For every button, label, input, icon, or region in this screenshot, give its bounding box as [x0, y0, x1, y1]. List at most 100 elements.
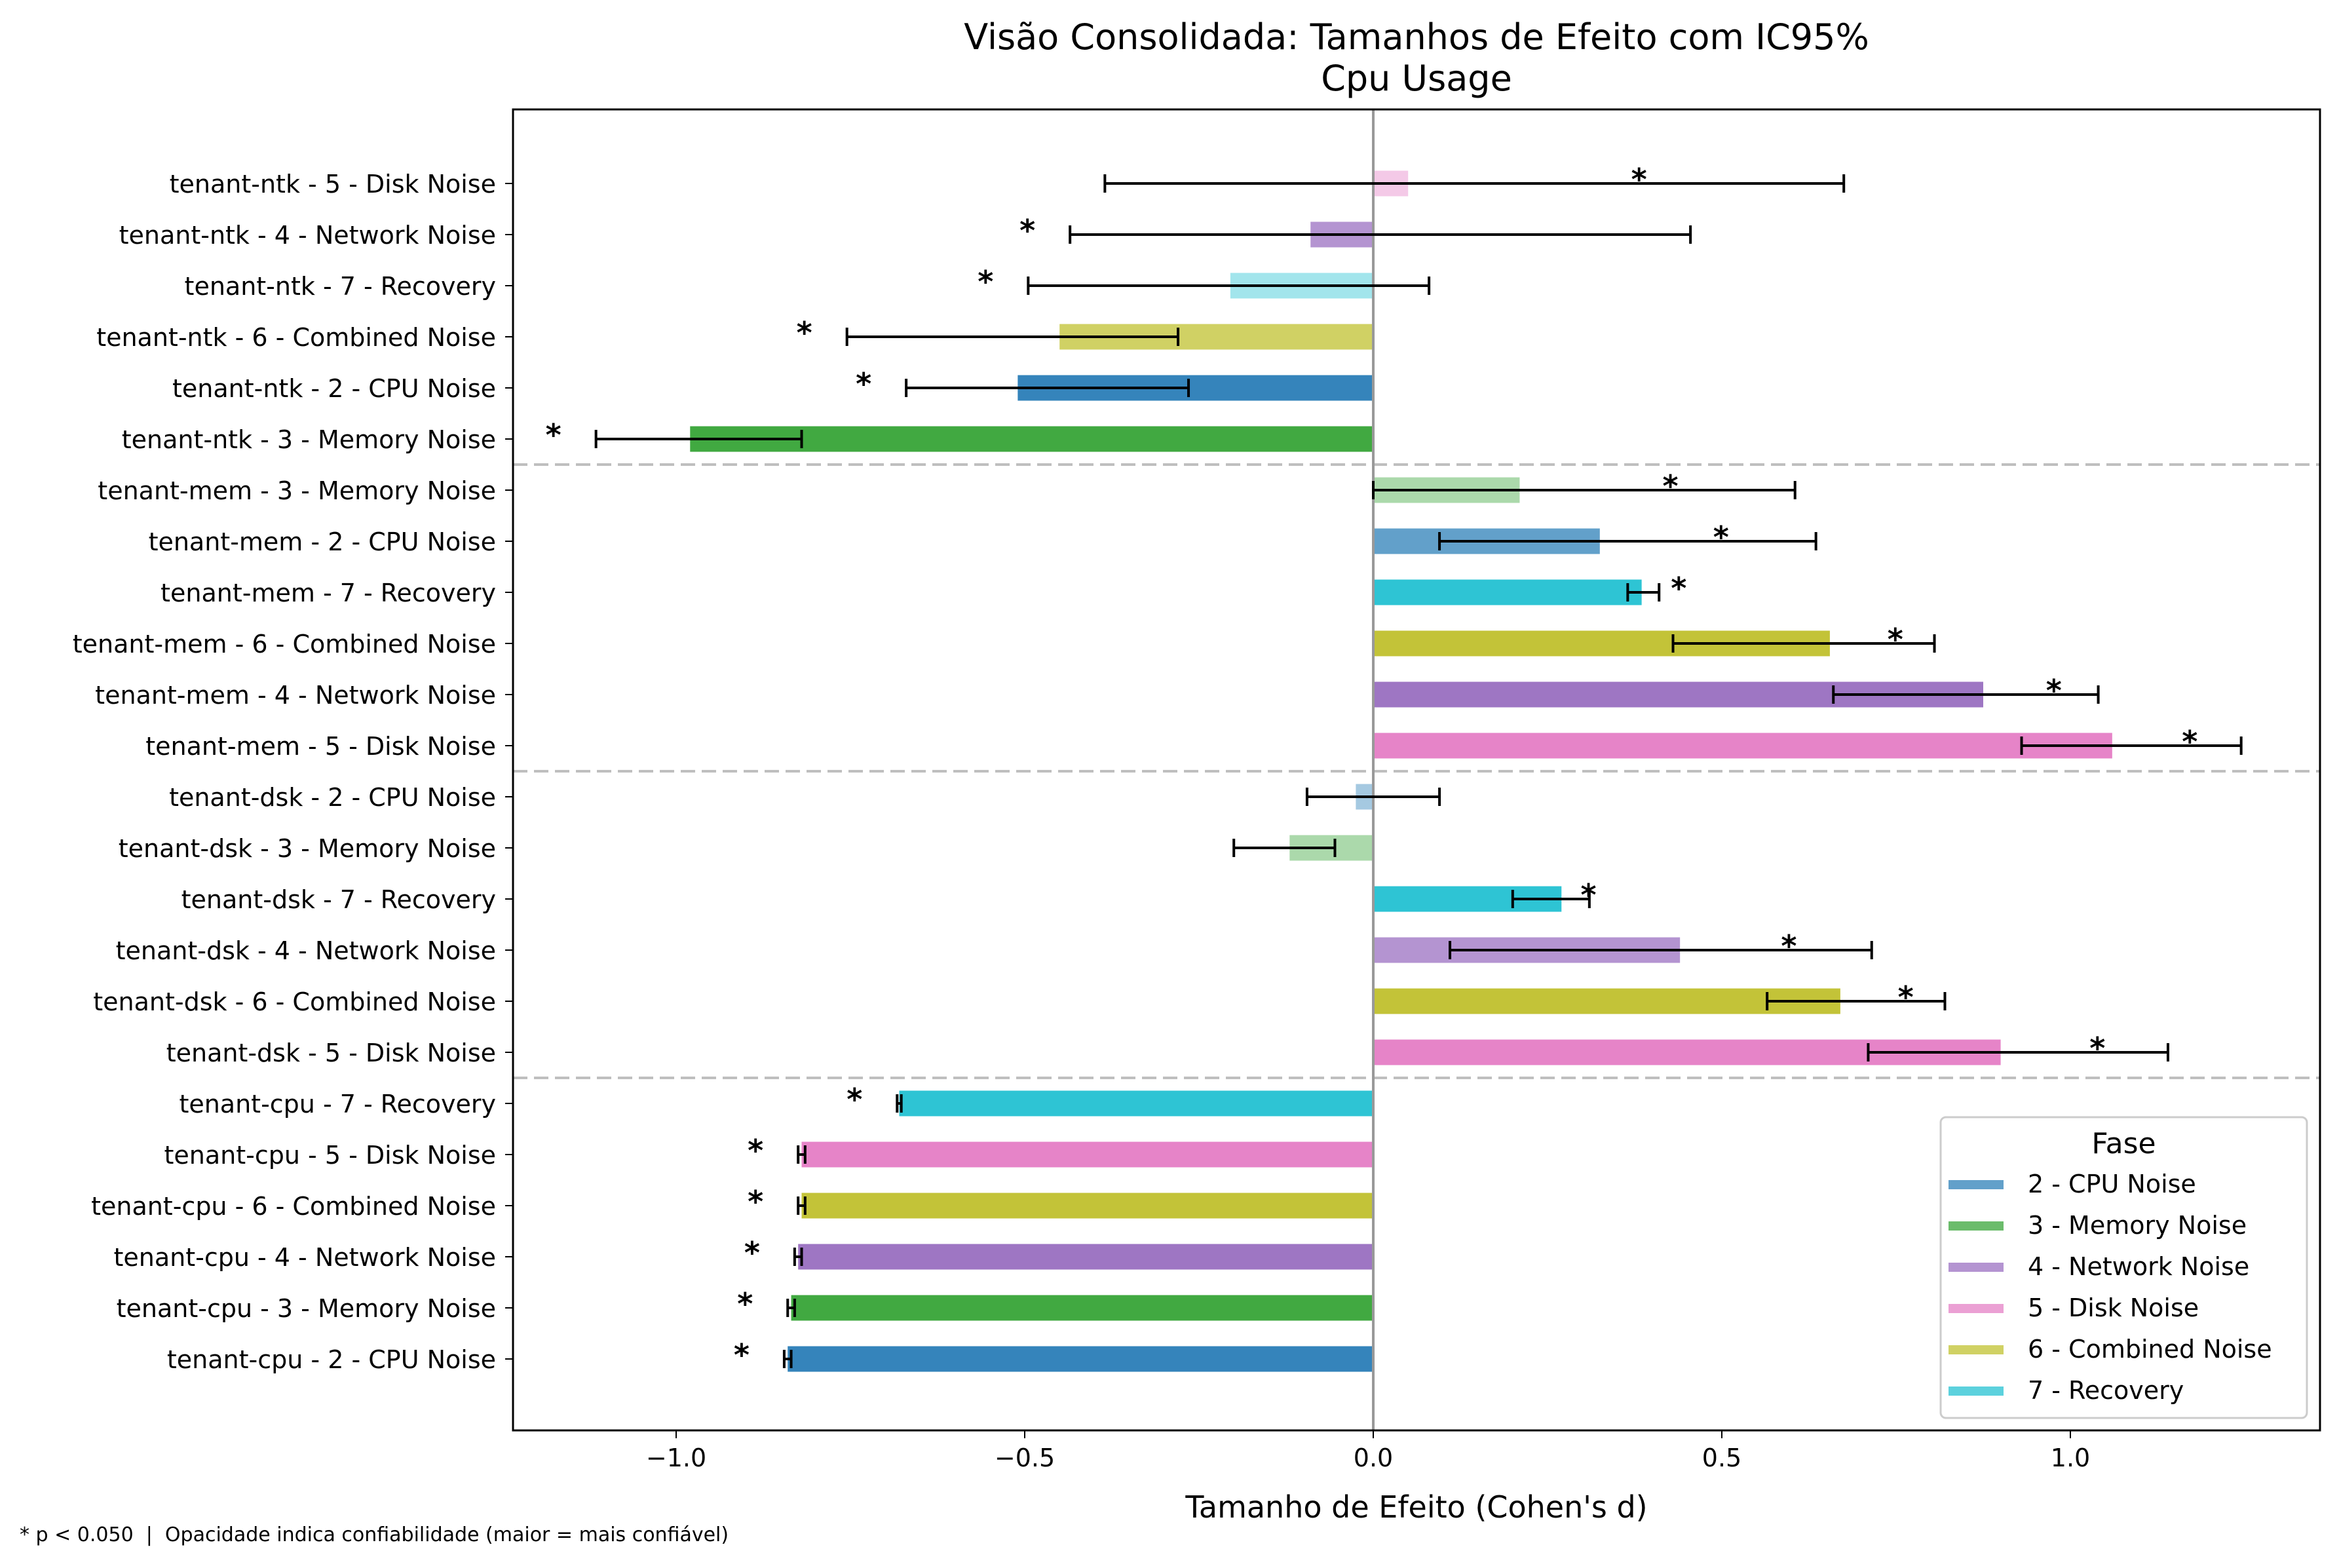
bar — [690, 426, 1373, 452]
error-bar — [1867, 1043, 2169, 1061]
error-bar — [1305, 788, 1441, 806]
y-tick-label: tenant-ntk - 3 - Memory Noise — [122, 425, 496, 454]
y-tick-label: tenant-ntk - 2 - CPU Noise — [172, 374, 496, 403]
legend-swatch — [1949, 1263, 2004, 1272]
legend-label: 3 - Memory Noise — [2028, 1211, 2247, 1240]
bar — [801, 1193, 1373, 1219]
significance-marker: * — [1663, 468, 1679, 504]
legend-label: 6 - Combined Noise — [2028, 1335, 2272, 1364]
footnote: * p < 0.050 | Opacidade indica confiabil… — [20, 1523, 729, 1546]
error-bar — [845, 328, 1180, 346]
legend-label: 4 - Network Noise — [2028, 1252, 2249, 1281]
y-tick-label: tenant-cpu - 3 - Memory Noise — [117, 1294, 496, 1323]
group-separators — [513, 463, 2320, 1079]
error-bar — [1511, 890, 1591, 908]
y-tick-label: tenant-dsk - 5 - Disk Noise — [166, 1039, 496, 1067]
significance-marker: * — [734, 1337, 750, 1373]
significance-marker: * — [797, 315, 812, 351]
y-tick-label: tenant-mem - 3 - Memory Noise — [98, 476, 496, 505]
error-bar — [782, 1350, 793, 1368]
x-axis: −1.0 −0.5 0.0 0.5 1.0 — [646, 1430, 2090, 1472]
legend-item: 6 - Combined Noise — [1949, 1335, 2272, 1364]
legend-item: 2 - CPU Noise — [1949, 1170, 2196, 1198]
bar — [798, 1244, 1373, 1270]
y-axis: tenant-cpu - 2 - CPU Noise tenant-cpu - 3… — [73, 170, 513, 1374]
y-tick-label: tenant-dsk - 7 - Recovery — [181, 885, 496, 914]
bar — [1373, 733, 2112, 759]
y-tick-label: tenant-cpu - 4 - Network Noise — [113, 1243, 496, 1272]
significance-marker: * — [1898, 980, 1914, 1015]
legend-swatch — [1949, 1304, 2004, 1313]
y-tick-label: tenant-dsk - 2 - CPU Noise — [169, 783, 496, 812]
x-tick-label: 0.0 — [1354, 1444, 1393, 1472]
error-bar — [594, 430, 803, 448]
error-bar — [797, 1196, 807, 1215]
legend-title: Fase — [2091, 1127, 2156, 1160]
bar — [788, 1346, 1373, 1372]
legend-label: 2 - CPU Noise — [2028, 1170, 2196, 1198]
significance-marker: * — [1781, 928, 1797, 964]
error-bar — [1449, 941, 1873, 959]
bar — [791, 1295, 1373, 1321]
x-tick-label: 0.5 — [1702, 1444, 1741, 1472]
significance-marker: * — [1713, 520, 1729, 555]
y-tick-label: tenant-cpu - 6 - Combined Noise — [91, 1192, 496, 1221]
significance-marker: * — [1631, 162, 1647, 197]
error-bar — [793, 1248, 803, 1266]
chart-subtitle: Cpu Usage — [1321, 58, 1512, 99]
error-bar — [1372, 481, 1797, 499]
error-bar — [1832, 685, 2100, 704]
error-bar — [1103, 174, 1846, 193]
significance-marker: * — [1671, 571, 1686, 606]
y-tick-label: tenant-dsk - 3 - Memory Noise — [119, 834, 496, 863]
legend-swatch — [1949, 1221, 2004, 1231]
y-tick-label: tenant-cpu - 2 - CPU Noise — [167, 1345, 496, 1374]
significance-layer: * * * * * * * * * * * * * * * * * * * * * * — [546, 162, 2198, 1373]
legend-swatch — [1949, 1386, 2004, 1396]
significance-marker: * — [2182, 724, 2197, 759]
legend-label: 5 - Disk Noise — [2028, 1293, 2199, 1322]
y-tick-label: tenant-cpu - 7 - Recovery — [179, 1090, 496, 1119]
error-bar — [905, 379, 1190, 397]
significance-marker: * — [546, 417, 561, 453]
error-bar — [786, 1299, 796, 1317]
y-tick-label: tenant-mem - 4 - Network Noise — [95, 681, 496, 710]
error-bar — [2020, 736, 2243, 755]
y-tick-label: tenant-ntk - 7 - Recovery — [185, 272, 496, 301]
significance-marker: * — [2089, 1031, 2105, 1066]
y-tick-label: tenant-ntk - 6 - Combined Noise — [96, 323, 496, 352]
chart-title: Visão Consolidada: Tamanhos de Efeito co… — [964, 16, 1869, 58]
error-bar — [896, 1094, 903, 1113]
legend-item: 5 - Disk Noise — [1949, 1293, 2199, 1322]
legend-label: 7 - Recovery — [2028, 1376, 2184, 1405]
legend-item: 7 - Recovery — [1949, 1376, 2184, 1405]
error-bar — [797, 1145, 807, 1164]
significance-marker: * — [744, 1235, 760, 1271]
y-tick-label: tenant-mem - 2 - CPU Noise — [149, 527, 496, 556]
x-axis-label: Tamanho de Efeito (Cohen's d) — [1185, 1489, 1647, 1525]
y-tick-label: tenant-cpu - 5 - Disk Noise — [164, 1141, 496, 1170]
bars-layer — [690, 170, 2112, 1372]
y-tick-label: tenant-dsk - 6 - Combined Noise — [93, 987, 496, 1016]
error-bar — [1671, 634, 1936, 653]
bar — [801, 1141, 1373, 1168]
y-tick-label: tenant-mem - 5 - Disk Noise — [145, 732, 496, 761]
error-bars-layer — [594, 174, 2243, 1368]
legend-item: 3 - Memory Noise — [1949, 1211, 2247, 1240]
significance-marker: * — [1581, 877, 1597, 913]
legend-box — [1939, 1116, 2308, 1419]
significance-marker: * — [1888, 622, 1903, 657]
y-tick-label: tenant-ntk - 4 - Network Noise — [119, 221, 496, 250]
legend-swatch — [1949, 1345, 2004, 1354]
y-tick-label: tenant-dsk - 4 - Network Noise — [116, 936, 496, 965]
x-tick-label: −1.0 — [646, 1444, 706, 1472]
legend: Fase 2 - CPU Noise 3 - Memory Noise 4 - Net… — [1939, 1116, 2308, 1419]
error-bar — [1027, 277, 1431, 295]
error-bar — [1626, 583, 1661, 602]
y-tick-label: tenant-mem - 6 - Combined Noise — [73, 630, 496, 659]
significance-marker: * — [737, 1286, 753, 1322]
y-tick-label: tenant-mem - 7 - Recovery — [161, 579, 496, 607]
y-tick-label: tenant-ntk - 5 - Disk Noise — [170, 170, 496, 199]
